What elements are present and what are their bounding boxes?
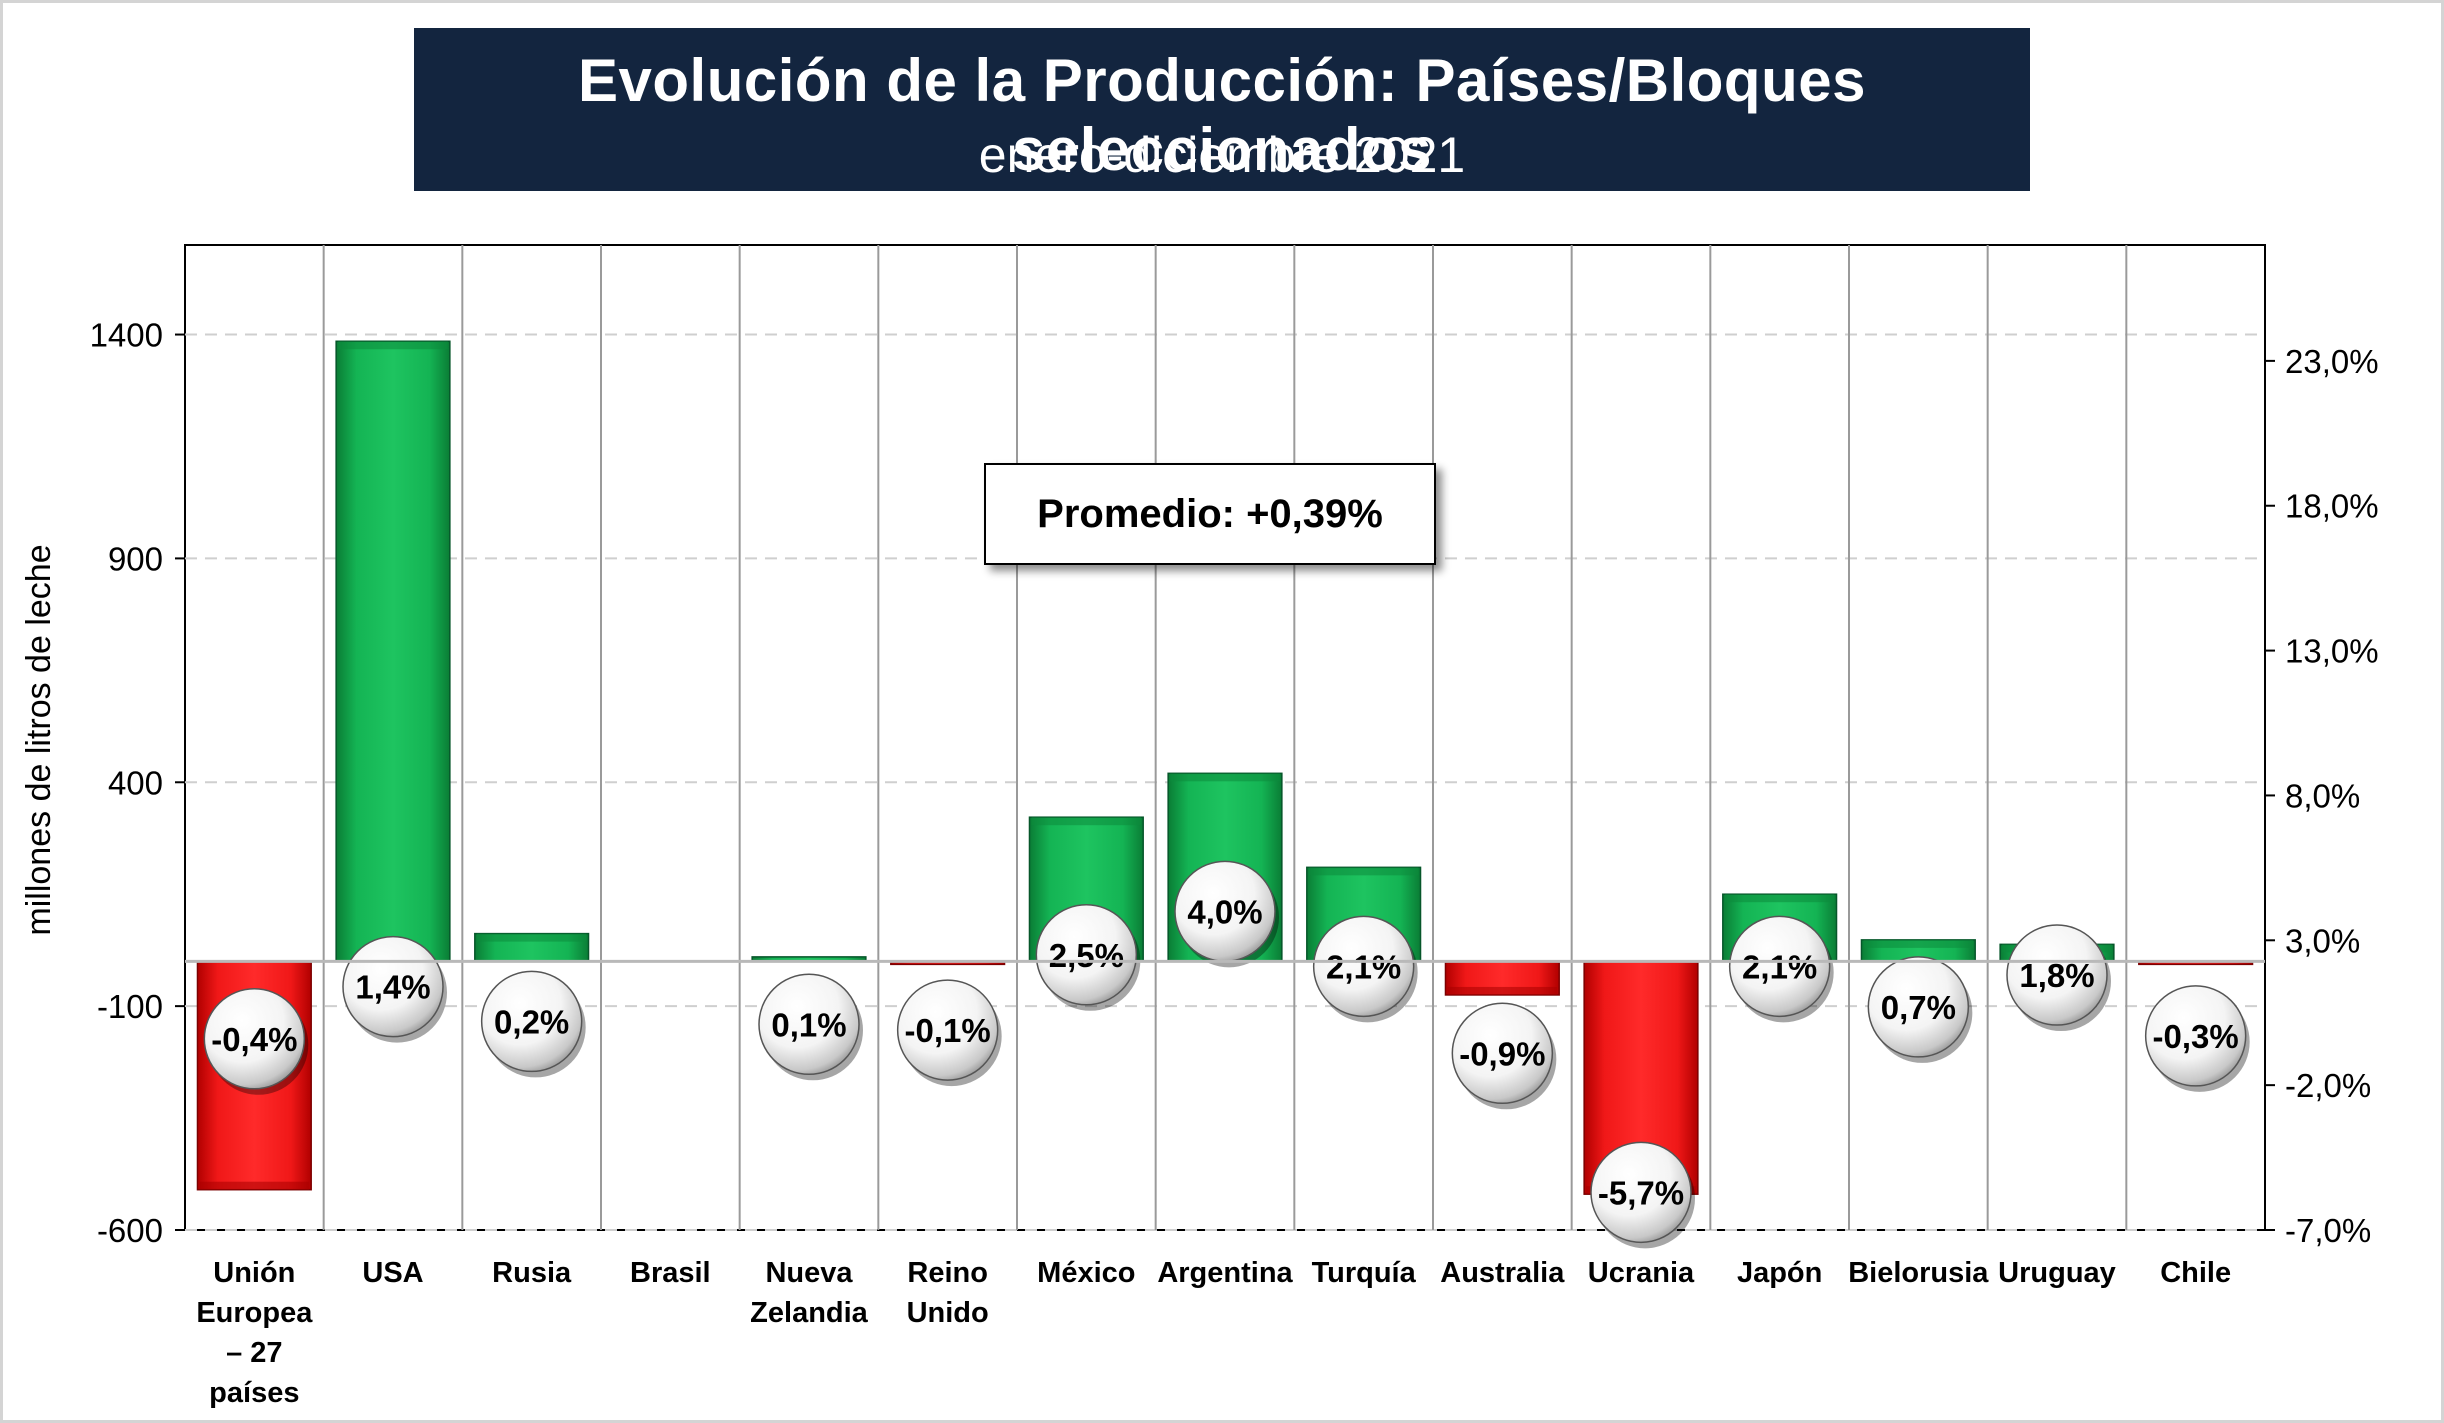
category-label: México <box>1037 1257 1135 1289</box>
pct-label: -5,7% <box>1598 1174 1684 1211</box>
category-label: – 27 <box>226 1337 282 1369</box>
category-label: Brasil <box>630 1257 711 1289</box>
pct-label: 0,7% <box>1881 989 1956 1026</box>
pct-label: 0,1% <box>771 1006 846 1043</box>
pct-label: -0,3% <box>2153 1018 2239 1055</box>
category-label: Reino <box>907 1257 988 1289</box>
axes: 1400 900 400 -100 -600 23,0% 18,0% 13,0% 8,0% 3,0… <box>90 317 2379 1409</box>
bar-bevel <box>1170 773 1280 782</box>
category-dividers <box>322 245 2128 1230</box>
category-label: Unión <box>213 1257 295 1289</box>
bar-bevel <box>199 1181 310 1190</box>
pct-label: 2,5% <box>1049 937 1124 974</box>
category-label: Nueva <box>765 1257 853 1289</box>
category-label: Japón <box>1737 1257 1822 1289</box>
pct-bubble <box>896 979 999 1081</box>
pct-bubble <box>1451 1002 1554 1105</box>
category-label: países <box>209 1377 299 1409</box>
pct-bubble <box>2006 924 2108 1026</box>
y2-tick-label: 18,0% <box>2285 488 2379 525</box>
bar-1 <box>335 340 451 963</box>
y-tick-label: -100 <box>97 988 163 1025</box>
category-label: Chile <box>2160 1257 2231 1289</box>
pct-bubble <box>1728 915 1831 1018</box>
y2-tick-label: 3,0% <box>2285 922 2360 959</box>
pct-bubble <box>758 973 860 1076</box>
category-label: Rusia <box>492 1257 572 1289</box>
pct-bubble <box>1035 904 1138 1006</box>
y2-tick-label: 13,0% <box>2285 633 2379 670</box>
pct-bubble <box>1312 915 1415 1018</box>
bar-bevel <box>1724 894 1835 903</box>
y2-tick-label: 8,0% <box>2285 777 2360 814</box>
bar-bevel <box>1308 867 1419 876</box>
pct-label: -0,4% <box>211 1021 297 1058</box>
bar-bevel <box>476 933 587 942</box>
title-banner: Evolución de la Producción: Países/Bloqu… <box>414 28 2030 191</box>
pct-bubble <box>480 970 583 1073</box>
pct-label: -0,9% <box>1459 1035 1545 1072</box>
pct-label: 1,8% <box>2019 957 2094 994</box>
category-label: Australia <box>1440 1257 1565 1289</box>
category-label: Zelandia <box>750 1297 869 1329</box>
category-label: Europea <box>196 1297 313 1329</box>
category-label: Ucrania <box>1588 1257 1695 1289</box>
y-axis-label: millones de litros de leche <box>20 544 58 935</box>
category-label: Bielorusia <box>1848 1257 1989 1289</box>
pct-label: -0,1% <box>905 1012 991 1049</box>
pct-label: 1,4% <box>355 969 430 1006</box>
chart-title: Evolución de la Producción: Países/Bloqu… <box>578 47 1866 183</box>
pct-bubble <box>1590 1141 1692 1244</box>
pct-label: 4,0% <box>1187 893 1262 930</box>
pct-label: 2,1% <box>1326 948 1401 985</box>
y-tick-label: -600 <box>97 1212 163 1249</box>
pct-label: 2,1% <box>1742 948 1817 985</box>
pct-bubble <box>1867 956 1970 1058</box>
pct-label: 0,2% <box>494 1003 569 1040</box>
category-label: Unido <box>907 1297 989 1329</box>
average-annotation: Promedio: +0,39% <box>984 463 1436 565</box>
plot-area <box>184 244 2266 1231</box>
y-tick-label: 900 <box>108 540 163 577</box>
pct-bubble <box>2144 985 2247 1087</box>
category-label: Turquía <box>1312 1257 1417 1289</box>
y2-tick-label: 23,0% <box>2285 343 2379 380</box>
bar-bevel <box>1031 817 1142 826</box>
category-label: USA <box>362 1257 423 1289</box>
category-label: Uruguay <box>1998 1257 2116 1289</box>
y-tick-label: 1400 <box>90 317 163 354</box>
y2-tick-label: -7,0% <box>2285 1212 2371 1249</box>
chart-subtitle: enero-diciembre 2021 <box>978 127 1466 183</box>
category-label: Argentina <box>1157 1257 1293 1289</box>
bar-bevel <box>1863 939 1974 948</box>
bar-bevel <box>338 341 448 350</box>
y-tick-label: 400 <box>108 764 163 801</box>
y2-tick-label: -2,0% <box>2285 1067 2371 1104</box>
pct-bubble <box>203 988 306 1090</box>
bar-bevel <box>1447 986 1558 995</box>
